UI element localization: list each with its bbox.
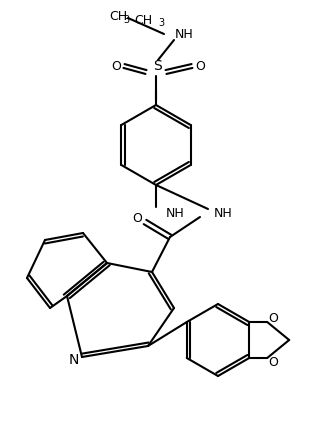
Text: O: O	[268, 312, 278, 324]
Text: O: O	[111, 59, 121, 72]
Text: NH: NH	[166, 206, 185, 220]
Text: O: O	[268, 356, 278, 369]
Text: O: O	[195, 59, 205, 72]
Text: 3: 3	[123, 15, 129, 25]
Text: NH: NH	[175, 27, 194, 41]
Text: N: N	[69, 353, 79, 367]
Text: S: S	[153, 59, 161, 73]
Text: CH: CH	[134, 14, 152, 27]
Text: 3: 3	[158, 18, 164, 28]
Text: CH: CH	[109, 9, 127, 23]
Text: NH: NH	[214, 206, 233, 220]
Text: O: O	[132, 211, 142, 225]
